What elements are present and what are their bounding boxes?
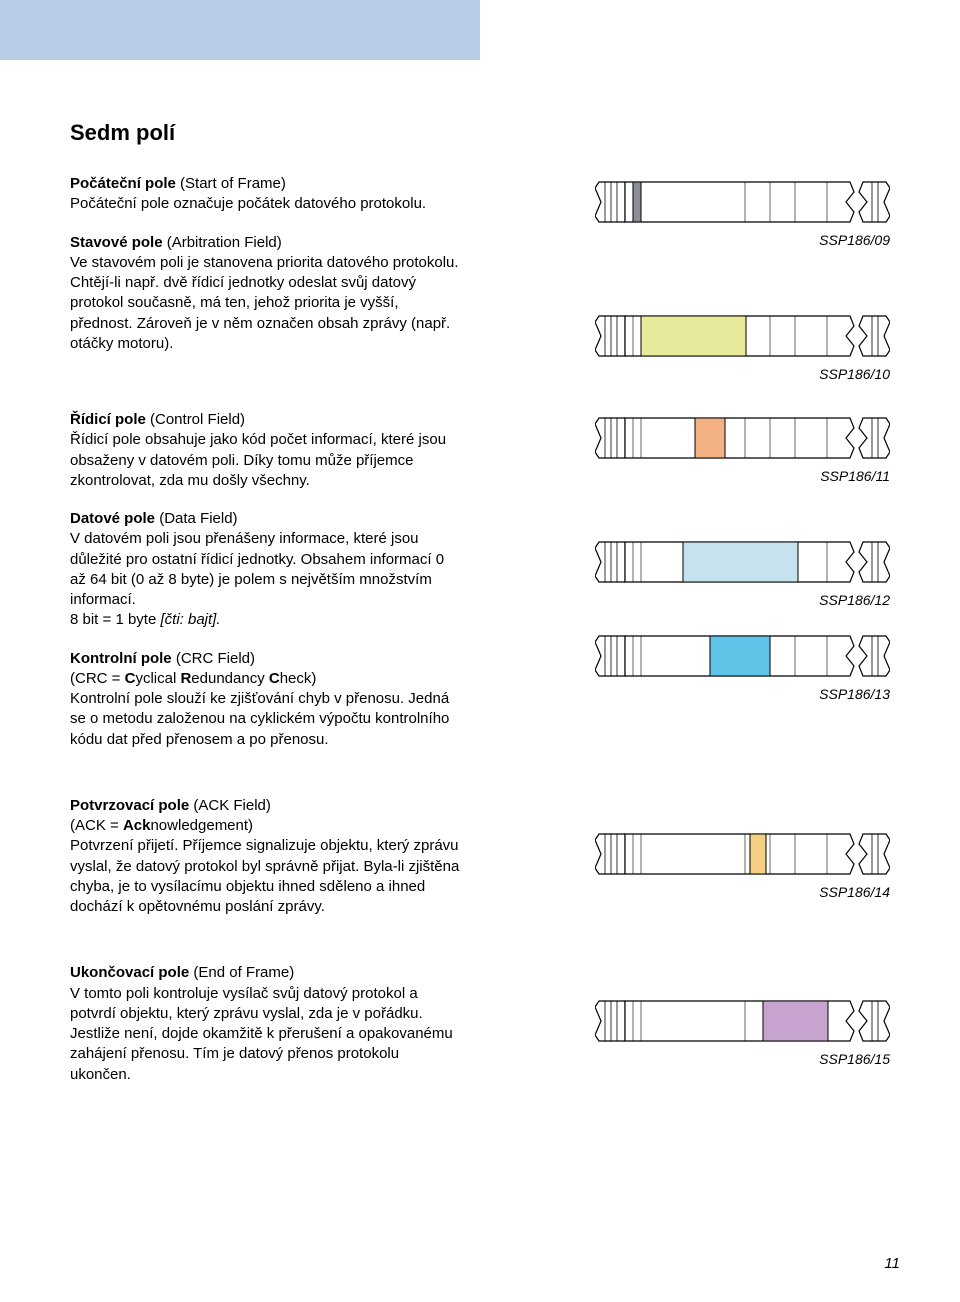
diagram-label-11: SSP186/11 [820,468,890,484]
diagram-label-10: SSP186/10 [819,366,890,382]
eof-para: Ukončovací pole (End of Frame) V tomto p… [70,963,460,1085]
diagram-13: SSP186/13 [490,628,890,702]
start-para: Počáteční pole (Start of Frame) Počátečn… [70,174,460,215]
diagram-10: SSP186/10 [490,308,890,382]
section-ctrl-data-crc: Řídicí pole (Control Field) Řídicí pole … [70,410,890,768]
section-eof: Ukončovací pole (End of Frame) V tomto p… [70,963,890,1103]
header-bar [0,0,480,60]
arb-para: Stavové pole (Arbitration Field) Ve stav… [70,233,460,355]
page-content: Sedm polí Počáteční pole (Start of Frame… [70,120,890,1103]
section-start-arb: Počáteční pole (Start of Frame) Počátečn… [70,174,890,382]
diagram-label-12: SSP186/12 [819,592,890,608]
diagram-15: SSP186/15 [490,993,890,1067]
ctrl-para: Řídicí pole (Control Field) Řídicí pole … [70,410,460,491]
section-ack: Potvrzovací pole (ACK Field) (ACK = Ackn… [70,796,890,936]
ack-para: Potvrzovací pole (ACK Field) (ACK = Ackn… [70,796,460,918]
page-title: Sedm polí [70,120,890,146]
page-number: 11 [884,1255,900,1272]
diagram-14: SSP186/14 [490,826,890,900]
diagram-label-13: SSP186/13 [819,686,890,702]
diagram-label-15: SSP186/15 [819,1051,890,1067]
diagram-12: SSP186/12 [490,534,890,608]
diagram-11: SSP186/11 [490,410,890,484]
crc-para: Kontrolní pole (CRC Field) (CRC = Cyclic… [70,649,460,750]
data-para: Datové pole (Data Field) V datovém poli … [70,509,460,631]
diagram-label-09: SSP186/09 [819,232,890,248]
diagram-09: SSP186/09 [490,174,890,248]
diagram-label-14: SSP186/14 [819,884,890,900]
